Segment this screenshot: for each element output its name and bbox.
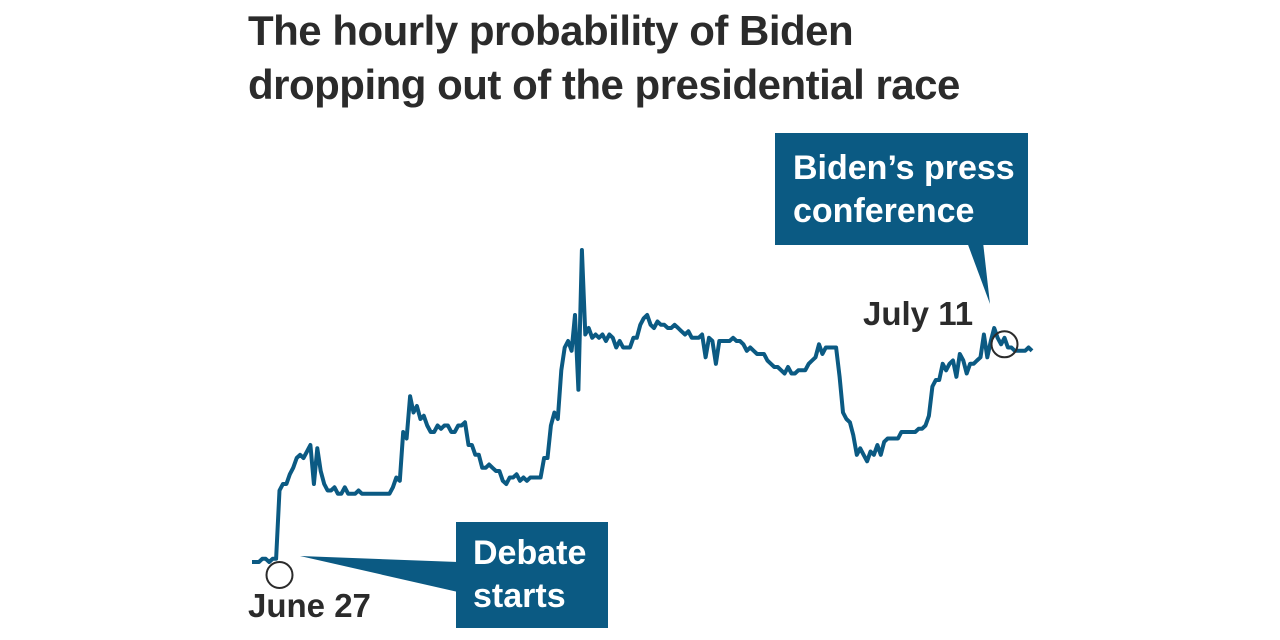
debate-callout-box	[456, 522, 608, 628]
press-callout-line-1: Biden’s press	[793, 149, 1015, 187]
chart-title-line-1: The hourly probability of Biden	[248, 7, 854, 54]
press-callout-line-2: conference	[793, 192, 974, 230]
series-line	[252, 248, 1034, 564]
end-date-label: July 11	[863, 295, 973, 332]
debate-callout-line-2: starts	[473, 577, 566, 615]
chart-title: The hourly probability of Biden dropping…	[248, 4, 960, 112]
debate-marker-circle	[265, 561, 294, 589]
press-callout-pointer	[967, 242, 990, 304]
debate-callout-pointer	[300, 556, 458, 592]
debate-callout-line-1: Debate	[473, 534, 586, 572]
series-layer	[252, 248, 1034, 589]
chart-title-line-2: dropping out of the presidential race	[248, 61, 960, 108]
start-date-label: June 27	[248, 587, 371, 624]
press-callout-box	[775, 133, 1028, 245]
press-marker-circle	[990, 330, 1019, 359]
debate-callout: Debate starts	[300, 522, 608, 628]
press-callout: Biden’s press conference	[775, 133, 1028, 304]
